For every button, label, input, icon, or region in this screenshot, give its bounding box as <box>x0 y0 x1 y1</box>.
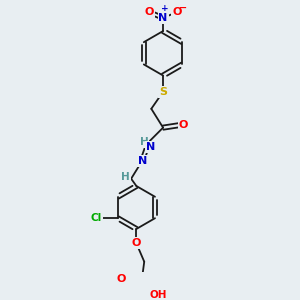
Text: −: − <box>179 2 188 13</box>
Text: N: N <box>146 142 155 152</box>
Text: Cl: Cl <box>91 213 102 223</box>
Text: H: H <box>140 137 148 147</box>
Text: N: N <box>137 156 147 166</box>
Text: OH: OH <box>150 290 167 300</box>
Text: O: O <box>117 274 126 284</box>
Text: H: H <box>121 172 130 182</box>
Text: O: O <box>172 7 182 17</box>
Text: O: O <box>132 238 141 248</box>
Text: N: N <box>158 13 168 23</box>
Text: O: O <box>145 7 154 17</box>
Text: +: + <box>161 4 169 13</box>
Text: O: O <box>178 120 188 130</box>
Text: S: S <box>159 87 167 97</box>
